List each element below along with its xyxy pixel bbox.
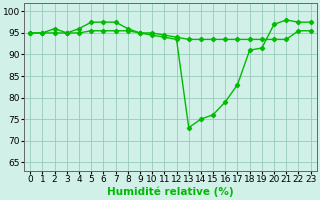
- X-axis label: Humidité relative (%): Humidité relative (%): [107, 187, 234, 197]
